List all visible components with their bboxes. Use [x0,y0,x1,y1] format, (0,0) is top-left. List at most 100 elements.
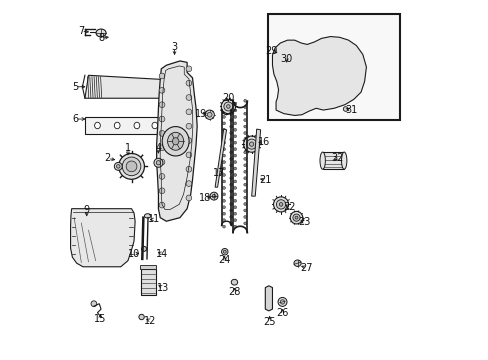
Ellipse shape [233,219,236,222]
Ellipse shape [222,180,225,183]
Ellipse shape [159,73,164,79]
Ellipse shape [159,102,164,108]
Text: 20: 20 [222,93,234,103]
Ellipse shape [229,99,232,102]
Ellipse shape [229,203,232,206]
Ellipse shape [233,174,236,176]
Text: 10: 10 [128,248,140,258]
Ellipse shape [280,300,284,304]
Ellipse shape [185,109,191,115]
Ellipse shape [222,135,225,138]
Bar [140,269,155,296]
Ellipse shape [222,122,225,125]
Ellipse shape [345,62,364,84]
Ellipse shape [244,170,246,173]
Ellipse shape [222,199,225,202]
Text: 11: 11 [148,215,160,224]
Ellipse shape [185,66,191,72]
Polygon shape [251,129,260,196]
Ellipse shape [223,250,226,253]
Bar [322,152,344,169]
Ellipse shape [222,109,225,112]
Text: 23: 23 [298,217,310,227]
Ellipse shape [229,151,232,154]
Ellipse shape [327,76,332,86]
Ellipse shape [233,135,236,138]
Ellipse shape [229,196,232,199]
Ellipse shape [229,125,232,128]
Ellipse shape [222,148,225,150]
Ellipse shape [229,138,232,141]
Ellipse shape [298,72,307,91]
Ellipse shape [233,141,236,144]
Ellipse shape [159,174,164,179]
Ellipse shape [222,116,225,118]
Ellipse shape [159,87,164,93]
Ellipse shape [222,206,225,209]
Ellipse shape [233,122,236,125]
Polygon shape [272,37,366,116]
Text: 13: 13 [156,283,168,293]
Ellipse shape [229,190,232,193]
Ellipse shape [286,76,291,86]
Ellipse shape [207,112,212,117]
Ellipse shape [244,106,246,109]
Ellipse shape [244,99,246,102]
Ellipse shape [243,136,259,152]
Ellipse shape [229,170,232,173]
Ellipse shape [231,279,237,285]
Text: 6: 6 [72,114,78,124]
Polygon shape [265,286,272,311]
Ellipse shape [233,103,236,105]
Ellipse shape [244,196,246,199]
Ellipse shape [94,122,100,129]
Ellipse shape [222,154,225,157]
Ellipse shape [274,53,280,58]
Ellipse shape [204,110,214,120]
Ellipse shape [273,197,288,212]
Ellipse shape [233,167,236,170]
Ellipse shape [96,29,106,37]
Ellipse shape [233,161,236,163]
Ellipse shape [229,216,232,219]
Ellipse shape [154,158,163,167]
Ellipse shape [341,152,346,169]
Ellipse shape [114,122,120,129]
Ellipse shape [222,161,225,163]
Ellipse shape [314,76,318,86]
Ellipse shape [159,188,164,194]
Ellipse shape [185,138,191,143]
Ellipse shape [172,138,179,145]
Ellipse shape [233,154,236,157]
Ellipse shape [244,164,246,167]
Ellipse shape [152,122,158,129]
Ellipse shape [244,203,246,206]
Text: 24: 24 [218,255,230,265]
Ellipse shape [222,141,225,144]
Ellipse shape [156,161,160,165]
Ellipse shape [278,297,286,306]
Ellipse shape [233,148,236,150]
Ellipse shape [233,180,236,183]
Polygon shape [215,129,226,187]
Text: 19: 19 [194,109,206,119]
Ellipse shape [185,181,191,186]
Ellipse shape [244,125,246,128]
Ellipse shape [233,186,236,189]
Ellipse shape [244,183,246,186]
Ellipse shape [290,211,302,224]
Ellipse shape [229,157,232,160]
Ellipse shape [244,138,246,141]
Ellipse shape [244,190,246,193]
Ellipse shape [348,66,361,80]
Text: 32: 32 [330,153,343,163]
Text: 17: 17 [212,168,224,178]
Ellipse shape [285,72,293,91]
Ellipse shape [119,153,144,179]
Text: 12: 12 [144,316,157,325]
Ellipse shape [185,95,191,100]
Ellipse shape [142,246,146,251]
Ellipse shape [185,152,191,158]
Ellipse shape [229,177,232,180]
Bar [140,265,156,269]
